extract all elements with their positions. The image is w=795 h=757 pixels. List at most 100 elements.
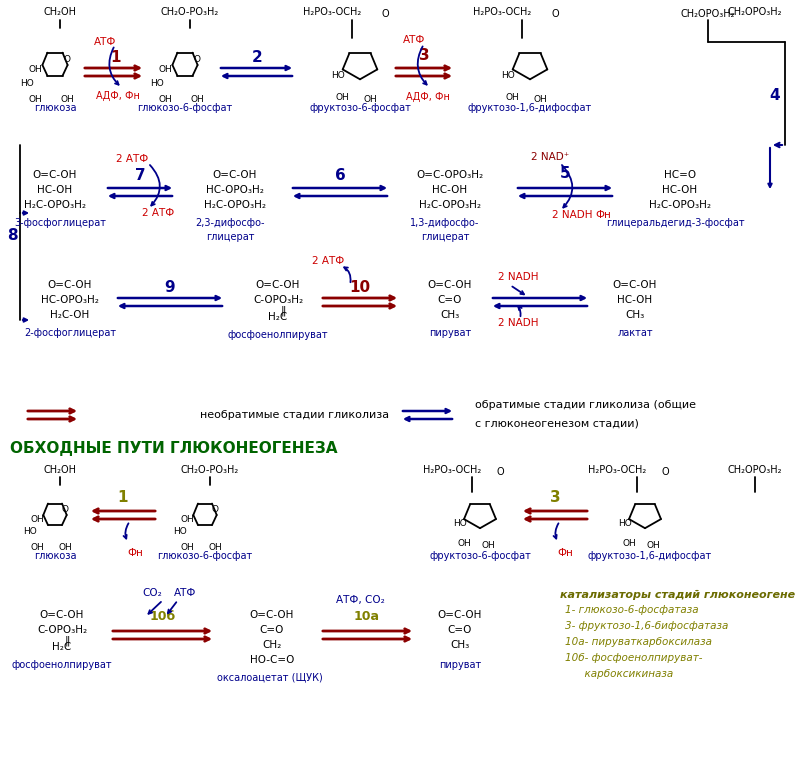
Text: 5: 5 [560, 166, 570, 180]
Text: H₂C-OPO₃H₂: H₂C-OPO₃H₂ [204, 200, 266, 210]
Text: 1,3-дифосфо-: 1,3-дифосфо- [410, 218, 479, 228]
Text: HO: HO [23, 527, 37, 535]
Text: оксалоацетат (ЩУК): оксалоацетат (ЩУК) [217, 672, 323, 682]
Text: OH: OH [28, 95, 42, 104]
Text: фруктозо-1,6-дифосфат: фруктозо-1,6-дифосфат [468, 103, 592, 113]
Text: глицерат: глицерат [206, 232, 254, 242]
Text: CH₃: CH₃ [451, 640, 470, 650]
Text: необратимые стадии гликолиза: необратимые стадии гликолиза [200, 410, 389, 420]
Text: CO₂: CO₂ [142, 588, 162, 598]
Text: OH: OH [30, 543, 44, 552]
Text: OH: OH [335, 92, 349, 101]
Text: HC-OH: HC-OH [618, 295, 653, 305]
Text: ‖: ‖ [281, 306, 285, 316]
Text: OH: OH [158, 66, 172, 74]
Text: 9: 9 [165, 279, 176, 294]
Text: O: O [551, 9, 559, 19]
Text: глицерат: глицерат [421, 232, 469, 242]
Text: H₂C-OPO₃H₂: H₂C-OPO₃H₂ [24, 200, 86, 210]
Text: CH₃: CH₃ [626, 310, 645, 320]
Text: H₂C-OPO₃H₂: H₂C-OPO₃H₂ [649, 200, 711, 210]
Text: OH: OH [208, 543, 222, 552]
Text: пируват: пируват [439, 660, 481, 670]
Text: CH₂O-PO₃H₂: CH₂O-PO₃H₂ [161, 7, 219, 17]
Text: OH: OH [481, 540, 494, 550]
Text: 2 NADH: 2 NADH [498, 318, 538, 328]
Text: OH: OH [58, 543, 72, 552]
Text: HC-OH: HC-OH [432, 185, 467, 195]
Text: C=O: C=O [260, 625, 284, 635]
Text: 3: 3 [419, 48, 429, 64]
Text: АТФ: АТФ [94, 37, 116, 47]
Text: 10б: 10б [150, 610, 176, 624]
Text: O=C-OH: O=C-OH [40, 610, 84, 620]
Text: H₂PO₃-OCH₂: H₂PO₃-OCH₂ [588, 465, 646, 475]
Text: CH₂: CH₂ [262, 640, 281, 650]
Text: фруктозо-6-фосфат: фруктозо-6-фосфат [309, 103, 411, 113]
Text: O=C-OPO₃H₂: O=C-OPO₃H₂ [417, 170, 483, 180]
Text: OH: OH [457, 538, 471, 547]
Text: 2,3-дифосфо-: 2,3-дифосфо- [196, 218, 265, 228]
Text: HO: HO [173, 527, 187, 535]
Text: CH₂OH: CH₂OH [44, 465, 76, 475]
Text: HO: HO [332, 70, 345, 79]
Text: HO: HO [453, 519, 467, 528]
Text: лактат: лактат [617, 328, 653, 338]
Text: C-OPO₃H₂: C-OPO₃H₂ [253, 295, 303, 305]
Text: 2 АТФ: 2 АТФ [312, 256, 344, 266]
Text: АТФ: АТФ [174, 588, 196, 598]
Text: HC-OH: HC-OH [37, 185, 72, 195]
Text: H₂C: H₂C [52, 642, 72, 652]
Text: O: O [61, 504, 68, 513]
Text: H₂PO₃-OCH₂: H₂PO₃-OCH₂ [473, 7, 531, 17]
Text: H₂PO₃-OCH₂: H₂PO₃-OCH₂ [423, 465, 481, 475]
Text: АТФ: АТФ [403, 35, 425, 45]
Text: 3-фосфоглицерат: 3-фосфоглицерат [14, 218, 106, 228]
Text: обратимые стадии гликолиза (общие: обратимые стадии гликолиза (общие [475, 400, 696, 410]
Text: HC-OPO₃H₂: HC-OPO₃H₂ [206, 185, 264, 195]
Text: АДФ, Фн: АДФ, Фн [406, 92, 450, 102]
Text: CH₂O-PO₃H₂: CH₂O-PO₃H₂ [181, 465, 239, 475]
Text: 2 NAD⁺: 2 NAD⁺ [531, 152, 569, 162]
Text: O=C-OH: O=C-OH [613, 280, 657, 290]
Text: АДФ, Фн: АДФ, Фн [96, 91, 140, 101]
Text: O=C-OH: O=C-OH [428, 280, 472, 290]
Text: O=C-OH: O=C-OH [213, 170, 258, 180]
Text: H₂C-OPO₃H₂: H₂C-OPO₃H₂ [419, 200, 481, 210]
Text: HC-OPO₃H₂: HC-OPO₃H₂ [41, 295, 99, 305]
Text: HC=O: HC=O [664, 170, 696, 180]
Text: 3: 3 [549, 490, 560, 504]
Text: 2 NADH: 2 NADH [552, 210, 592, 220]
Text: OH: OH [622, 538, 636, 547]
Text: OH: OH [28, 66, 42, 74]
Text: OH: OH [60, 95, 74, 104]
Text: O: O [211, 504, 219, 513]
Text: HO: HO [501, 70, 515, 79]
Text: C-OPO₃H₂: C-OPO₃H₂ [37, 625, 87, 635]
Text: OH: OH [646, 540, 660, 550]
Text: O=C-OH: O=C-OH [438, 610, 483, 620]
Text: OH: OH [363, 95, 377, 104]
Text: 2-фосфоглицерат: 2-фосфоглицерат [24, 328, 116, 338]
Text: HO-C=O: HO-C=O [250, 655, 294, 665]
Text: 10: 10 [350, 279, 370, 294]
Text: HC-OH: HC-OH [662, 185, 697, 195]
Text: карбоксикиназа: карбоксикиназа [565, 669, 673, 679]
Text: CH₃: CH₃ [440, 310, 460, 320]
Text: H₂C-OH: H₂C-OH [50, 310, 90, 320]
Text: Фн: Фн [595, 210, 611, 220]
Text: CH₂OPO₃H₂: CH₂OPO₃H₂ [681, 9, 735, 19]
Text: OH: OH [180, 543, 194, 552]
Text: C=O: C=O [448, 625, 472, 635]
Text: 7: 7 [134, 167, 145, 182]
Text: OH: OH [505, 92, 519, 101]
Text: HO: HO [150, 79, 164, 88]
Text: 1- глюкозо-6-фосфатаза: 1- глюкозо-6-фосфатаза [565, 605, 699, 615]
Text: HO: HO [20, 79, 34, 88]
Text: H₂PO₃-OCH₂: H₂PO₃-OCH₂ [303, 7, 361, 17]
Text: O: O [496, 467, 504, 477]
Text: 10а: 10а [354, 610, 380, 624]
Text: 2: 2 [252, 51, 262, 66]
Text: Фн: Фн [557, 548, 573, 558]
Text: фосфоенолпируват: фосфоенолпируват [227, 330, 328, 340]
